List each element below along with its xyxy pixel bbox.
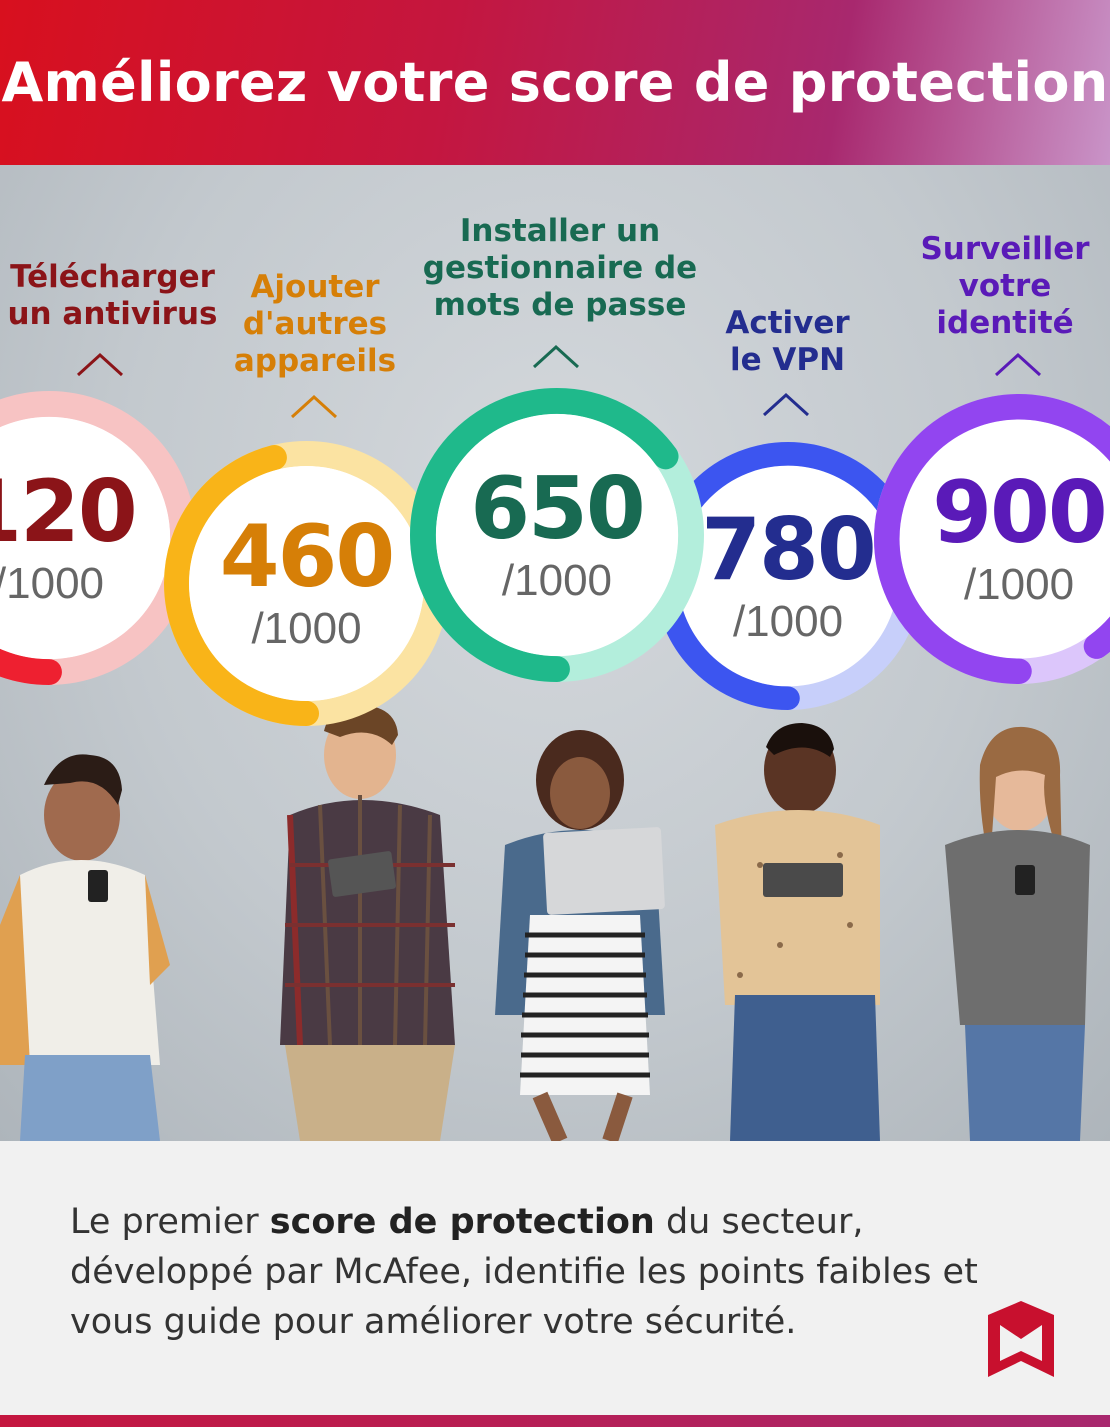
gauge-center: 650/1000 [435,413,679,657]
gauge-progress-arc [164,441,449,726]
chevron-up-icon [290,394,338,419]
header-banner: Améliorez votre score de protection [0,0,1110,165]
score-max: /1000 [251,604,362,654]
gauge-center: 900/1000 [899,419,1110,659]
step-label-antivirus: Télécharger un antivirus [7,259,218,332]
footer-description: Le premier score de protection du secteu… [0,1141,1110,1415]
bottom-accent-bar [0,1415,1110,1427]
person-1 [0,754,170,1141]
person-4 [715,723,880,1141]
step-label-password-manager: Installer un gestionnaire de mots de pas… [422,213,698,323]
step-label-devices: Ajouter d'autres appareils [233,269,397,379]
person-5 [945,726,1090,1141]
score-max: /1000 [732,596,844,646]
score-max: /1000 [963,559,1075,609]
score-gauge-identity: 900/1000 [874,394,1110,684]
person-2 [280,705,455,1141]
step-label-vpn: Activer le VPN [725,305,850,378]
score-gauge-password-manager: 650/1000 [410,388,704,682]
gauge-center: 460/1000 [189,466,424,701]
gauge-progress-arc [874,394,1110,684]
page-title: Améliorez votre score de protection [1,51,1109,114]
mcafee-shield-icon [988,1301,1054,1377]
person-3 [495,730,665,1141]
score-value: 650 [470,458,646,559]
score-value: 120 [0,461,138,562]
gauge-progress-arc [410,388,704,682]
score-max: /1000 [0,558,105,608]
gauge-progress-arc [0,391,196,685]
people-illustration [0,705,1090,1141]
score-max: /1000 [501,555,613,605]
score-value: 780 [701,499,877,600]
description-highlight: score de protection [269,1202,655,1242]
step-label-identity: Surveiller votre identité [920,231,1090,341]
score-value: 460 [219,507,396,608]
chevron-up-icon [994,352,1042,377]
chevron-up-icon [762,392,810,417]
hero-photo-area: Télécharger un antivirus Ajouter d'autre… [0,165,1110,1141]
description-text: Le premier score de protection du secteu… [70,1202,978,1342]
chevron-up-icon [532,344,580,369]
gauge-center: 780/1000 [677,465,899,687]
chevron-up-icon [76,352,124,377]
score-gauge-devices: 460/1000 [164,441,449,726]
score-value: 900 [932,462,1108,563]
